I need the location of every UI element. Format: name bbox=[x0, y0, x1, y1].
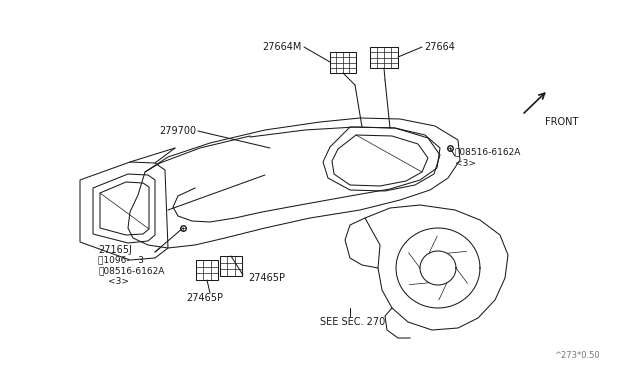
Text: 279700: 279700 bbox=[159, 126, 196, 136]
Text: 27465P: 27465P bbox=[248, 273, 285, 283]
Text: Ⓝ08516-6162A: Ⓝ08516-6162A bbox=[98, 266, 164, 276]
Text: Ⓝ08516-6162A: Ⓝ08516-6162A bbox=[455, 148, 522, 157]
Text: 27165J: 27165J bbox=[98, 245, 132, 255]
Text: <3>: <3> bbox=[455, 158, 476, 167]
Text: <3>: <3> bbox=[108, 278, 129, 286]
Text: ႖1096-   3: ႖1096- 3 bbox=[98, 256, 144, 264]
Text: ^273*0.50: ^273*0.50 bbox=[554, 351, 600, 360]
Text: FRONT: FRONT bbox=[545, 117, 579, 127]
Text: 27664: 27664 bbox=[424, 42, 455, 52]
Text: SEE SEC. 270: SEE SEC. 270 bbox=[320, 317, 385, 327]
Text: 27664M: 27664M bbox=[262, 42, 302, 52]
Text: 27465P: 27465P bbox=[186, 293, 223, 303]
